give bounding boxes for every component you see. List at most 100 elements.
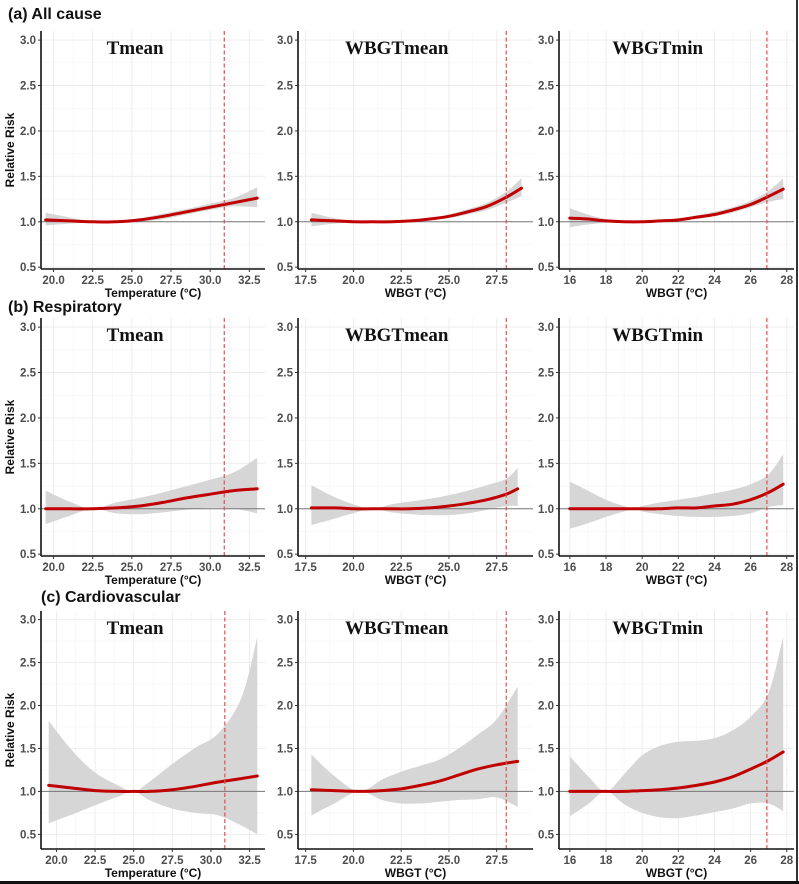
x-tick-label: 32.5 [238,855,261,867]
x-axis-title: WBGT (°C) [646,573,707,587]
x-tick-label: 20.0 [42,562,64,574]
x-tick-label: 20 [636,562,649,574]
y-tick-label: 1.5 [277,743,294,755]
x-tick-label: 32.5 [238,562,261,574]
x-tick-label: 20.0 [42,275,64,287]
panel-title: WBGTmin [612,325,703,346]
x-tick-label: 27.5 [486,562,509,574]
x-tick-label: 27.5 [161,855,184,867]
confidence-band [311,467,518,526]
y-tick-label: 0.5 [538,549,555,561]
x-tick-label: 25.0 [438,275,460,287]
y-tick-label: 3.0 [20,322,36,334]
y-tick-label: 2.5 [538,368,555,380]
x-axis-title: WBGT (°C) [385,573,446,587]
panel-1-3: 0.5 1.0 1.5 2.0 2.5 3.0 16 18 20 22 24 26 28 WBGT (°C… [538,31,794,300]
x-tick-label: 26 [744,275,757,287]
x-tick-label: 17.5 [294,275,317,287]
panel-1-1: 0.5 1.0 1.5 2.0 2.5 3.0 20.0 22.5 25.0 27.5 30.0 32… [3,31,265,300]
y-tick-label: 2.5 [538,658,555,670]
x-tick-label: 16 [563,855,576,867]
x-tick-label: 30.0 [199,562,221,574]
x-tick-label: 22.5 [390,562,413,574]
x-tick-label: 24 [708,275,721,287]
confidence-band [45,457,258,525]
x-tick-label: 25.0 [122,855,144,867]
y-tick-label: 1.5 [20,171,37,183]
y-tick-label: 3.0 [20,615,36,627]
confidence-band [569,178,784,228]
x-tick-label: 22 [672,275,685,287]
y-tick-label: 2.0 [20,126,36,138]
x-tick-label: 17.5 [294,855,317,867]
panel-title: WBGTmin [612,618,703,639]
y-tick-label: 2.5 [277,658,294,670]
y-tick-label: 1.0 [20,504,36,516]
figure-border-bottom [0,881,799,884]
x-tick-label: 30.0 [200,855,222,867]
y-tick-label: 2.0 [20,701,36,713]
x-tick-label: 20.0 [342,562,364,574]
x-tick-label: 22.5 [84,855,107,867]
y-tick-label: 1.0 [538,217,554,229]
y-tick-label: 1.0 [277,217,293,229]
confidence-band [569,636,784,819]
row-title-all-cause: (a) All cause [8,6,102,23]
x-tick-label: 18 [600,275,613,287]
x-tick-label: 24 [708,562,721,574]
x-tick-label: 20 [636,275,649,287]
y-tick-label: 1.0 [538,786,554,798]
row-title-cardiovascular: (c) Cardiovascular [41,589,181,606]
x-tick-label: 20.0 [45,855,67,867]
panel-1-2: 0.5 1.0 1.5 2.0 2.5 3.0 17.5 20.0 22.5 25.0 27.5 WB… [277,31,533,300]
x-tick-label: 16 [563,562,576,574]
y-tick-label: 2.0 [538,126,554,138]
panel-3-2: 0.5 1.0 1.5 2.0 2.5 3.0 17.5 20.0 22.5 25.0 27.5 WB… [277,611,533,880]
x-tick-label: 24 [708,855,721,867]
y-tick-label: 2.0 [277,126,293,138]
relative-risk-curve [568,750,785,793]
x-tick-label: 26 [744,562,757,574]
x-axis-title: WBGT (°C) [646,866,707,880]
y-tick-label: 2.0 [538,701,554,713]
x-axis-title: Temperature (°C) [105,866,202,880]
y-tick-label: 0.5 [277,829,294,841]
relative-risk-curve [309,759,520,793]
y-tick-label: 1.5 [538,171,555,183]
y-tick-label: 3.0 [538,322,554,334]
y-tick-label: 0.5 [538,262,555,274]
y-tick-label: 1.0 [20,217,36,229]
panel-title: Tmean [107,38,164,59]
y-tick-label: 2.0 [277,701,293,713]
row-title-respiratory: (b) Respiratory [8,299,122,316]
panel-3-3: 0.5 1.0 1.5 2.0 2.5 3.0 16 18 20 22 24 26 28 WBGT (°C… [538,611,794,880]
y-tick-label: 3.0 [20,35,36,47]
y-tick-label: 0.5 [277,262,294,274]
x-tick-label: 27.5 [160,562,183,574]
panel-2-2: 0.5 1.0 1.5 2.0 2.5 3.0 17.5 20.0 22.5 25.0 27.5 WB… [277,318,533,587]
x-tick-label: 20.0 [342,275,364,287]
x-tick-label: 25.0 [438,855,460,867]
x-tick-label: 25.0 [121,275,143,287]
confidence-band [311,686,518,816]
y-tick-label: 1.5 [538,458,555,470]
panel-title: Tmean [107,618,164,639]
x-axis-title: Temperature (°C) [105,286,202,300]
panel-2-1: 0.5 1.0 1.5 2.0 2.5 3.0 20.0 22.5 25.0 27.5 30.0 32… [3,318,265,587]
y-tick-label: 2.5 [277,368,294,380]
x-tick-label: 17.5 [294,562,317,574]
y-tick-label: 1.0 [20,786,36,798]
y-tick-label: 3.0 [277,35,293,47]
x-axis-title: WBGT (°C) [385,866,446,880]
y-tick-label: 3.0 [277,322,293,334]
y-tick-label: 0.5 [277,549,294,561]
x-tick-label: 20 [636,855,649,867]
figure-border-right [796,0,798,884]
panel-title: Tmean [107,325,164,346]
relative-risk-curve [44,196,259,224]
x-tick-label: 22 [672,855,685,867]
x-tick-label: 25.0 [438,562,460,574]
y-tick-label: 2.5 [20,81,37,93]
confidence-band [569,454,784,529]
x-axis-title: WBGT (°C) [385,286,446,300]
